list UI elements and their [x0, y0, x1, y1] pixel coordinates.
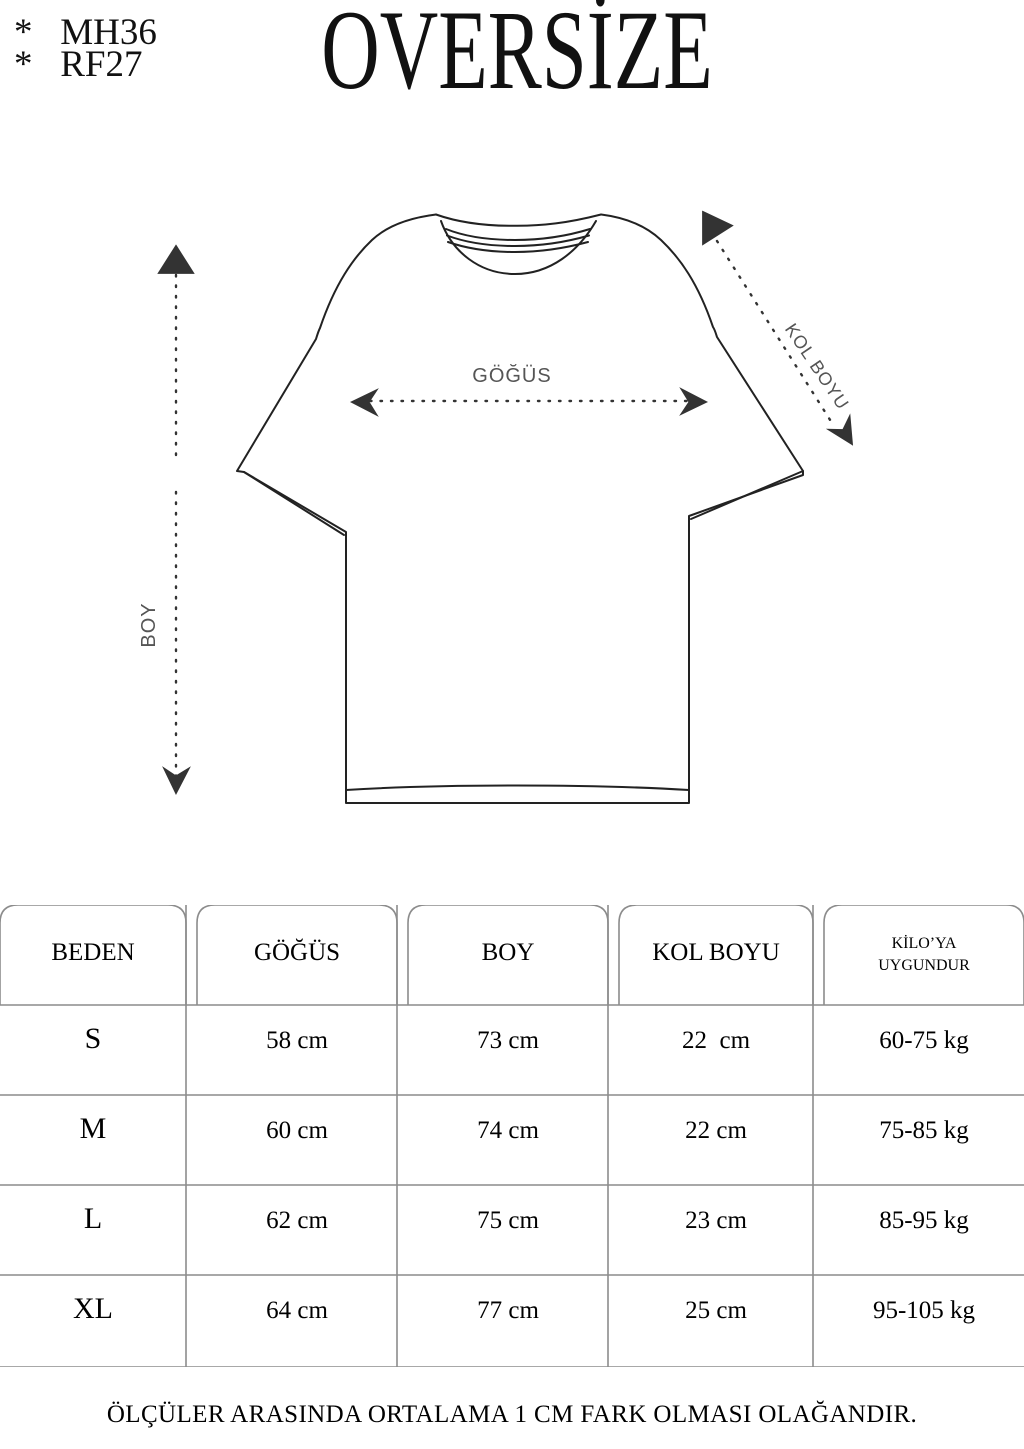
svg-text:GÖĞÜS: GÖĞÜS	[472, 364, 551, 387]
svg-text:KOL BOYU: KOL BOYU	[781, 320, 853, 414]
svg-text:BOY: BOY	[138, 602, 160, 647]
